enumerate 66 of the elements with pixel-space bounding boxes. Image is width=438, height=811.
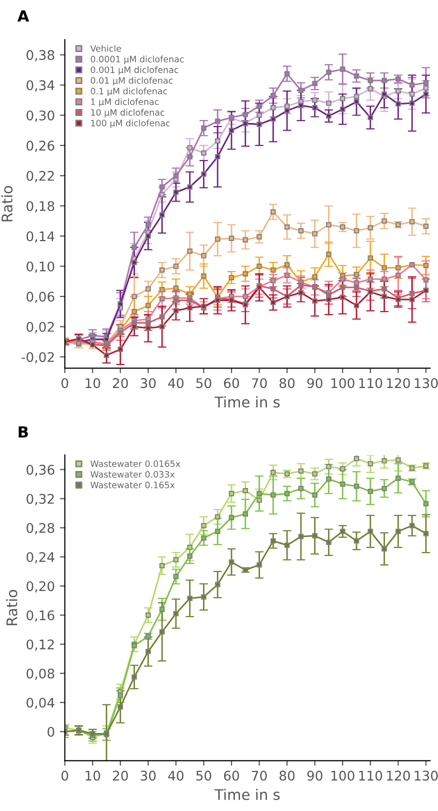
x-tick-label: 130 — [414, 770, 438, 781]
x-tick-label: 40 — [168, 378, 184, 388]
y-tick-label: 0,18 — [26, 201, 54, 212]
y-tick-label: 0,34 — [26, 80, 54, 92]
x-tick-label: 130 — [414, 378, 438, 388]
x-tick-label: 90 — [307, 770, 322, 781]
y-tick-label: 0,30 — [26, 110, 54, 122]
legend-label: 0.0001 µM diclofenac — [90, 56, 184, 64]
x-axis-title: Time in s — [214, 396, 280, 408]
chart-title: A — [17, 10, 30, 22]
x-tick-label: 80 — [280, 770, 295, 781]
y-tick-label: 0,06 — [26, 292, 54, 304]
y-tick-label: 0,08 — [26, 668, 54, 680]
y-tick-label: 0 — [48, 726, 54, 737]
y-tick-label: 0,12 — [26, 639, 54, 651]
x-tick-label: 50 — [196, 770, 212, 781]
x-axis-title: Time in s — [214, 788, 280, 800]
x-tick-label: 70 — [252, 770, 267, 781]
legend-label: Vehicle — [90, 44, 122, 52]
x-tick-label: 110 — [359, 770, 382, 781]
x-tick-label: 60 — [224, 770, 240, 781]
y-tick-label: 0,16 — [26, 610, 54, 622]
y-tick-label: 0,10 — [26, 261, 54, 273]
x-tick-label: 20 — [112, 378, 128, 388]
y-axis-title: Ratio — [1, 186, 13, 222]
x-tick-label: 30 — [140, 378, 156, 388]
x-tick-label: 10 — [86, 378, 100, 388]
legend-label: 10 µM diclofenac — [91, 108, 164, 118]
x-tick-label: 120 — [387, 770, 410, 781]
legend-label: Wastewater 0.165x — [90, 482, 175, 488]
x-tick-label: 30 — [140, 770, 156, 781]
y-tick-label: 0,04 — [26, 698, 54, 710]
y-tick-label: 0,20 — [26, 581, 54, 593]
y-tick-label: -0,02 — [22, 352, 54, 364]
y-tick-label: 0,32 — [26, 494, 54, 506]
legend-label: Wastewater 0.0165x — [90, 460, 180, 467]
y-tick-label: 0,26 — [26, 140, 54, 152]
legend-label: 0.01 µM diclofenac — [90, 76, 173, 86]
chart-title: B — [18, 426, 28, 438]
y-axis-title: Ratio — [6, 590, 18, 626]
x-tick-label: 50 — [196, 378, 212, 388]
x-tick-label: 0 — [61, 378, 68, 388]
y-tick-label: 0,36 — [26, 464, 54, 476]
y-tick-label: 0,38 — [26, 50, 54, 62]
x-tick-label: 0 — [61, 770, 68, 781]
legend-label: 1 µM diclofenac — [91, 98, 159, 107]
legend-label: 0.001 µM diclofenac — [90, 66, 178, 75]
x-tick-label: 20 — [112, 770, 128, 781]
y-tick-label: 0,14 — [26, 231, 54, 243]
y-tick-label: 0,24 — [26, 552, 54, 564]
y-tick-label: 0,28 — [26, 522, 54, 534]
x-tick-label: 100 — [331, 378, 354, 388]
y-tick-label: 0,22 — [26, 170, 54, 182]
x-tick-label: 100 — [331, 770, 354, 781]
y-tick-label: 0,02 — [26, 322, 54, 334]
legend-label: Wastewater 0.033x — [90, 471, 175, 478]
x-tick-label: 40 — [168, 770, 184, 781]
x-tick-label: 10 — [86, 770, 100, 781]
x-tick-label: 80 — [280, 378, 295, 388]
x-tick-label: 110 — [359, 378, 382, 388]
x-tick-label: 60 — [224, 378, 240, 388]
legend-label: 0.1 µM diclofenac — [90, 88, 168, 96]
x-tick-label: 120 — [387, 378, 410, 388]
legend-label: 100 µM diclofenac — [91, 120, 170, 128]
x-tick-label: 90 — [307, 378, 322, 388]
x-tick-label: 70 — [252, 378, 267, 388]
